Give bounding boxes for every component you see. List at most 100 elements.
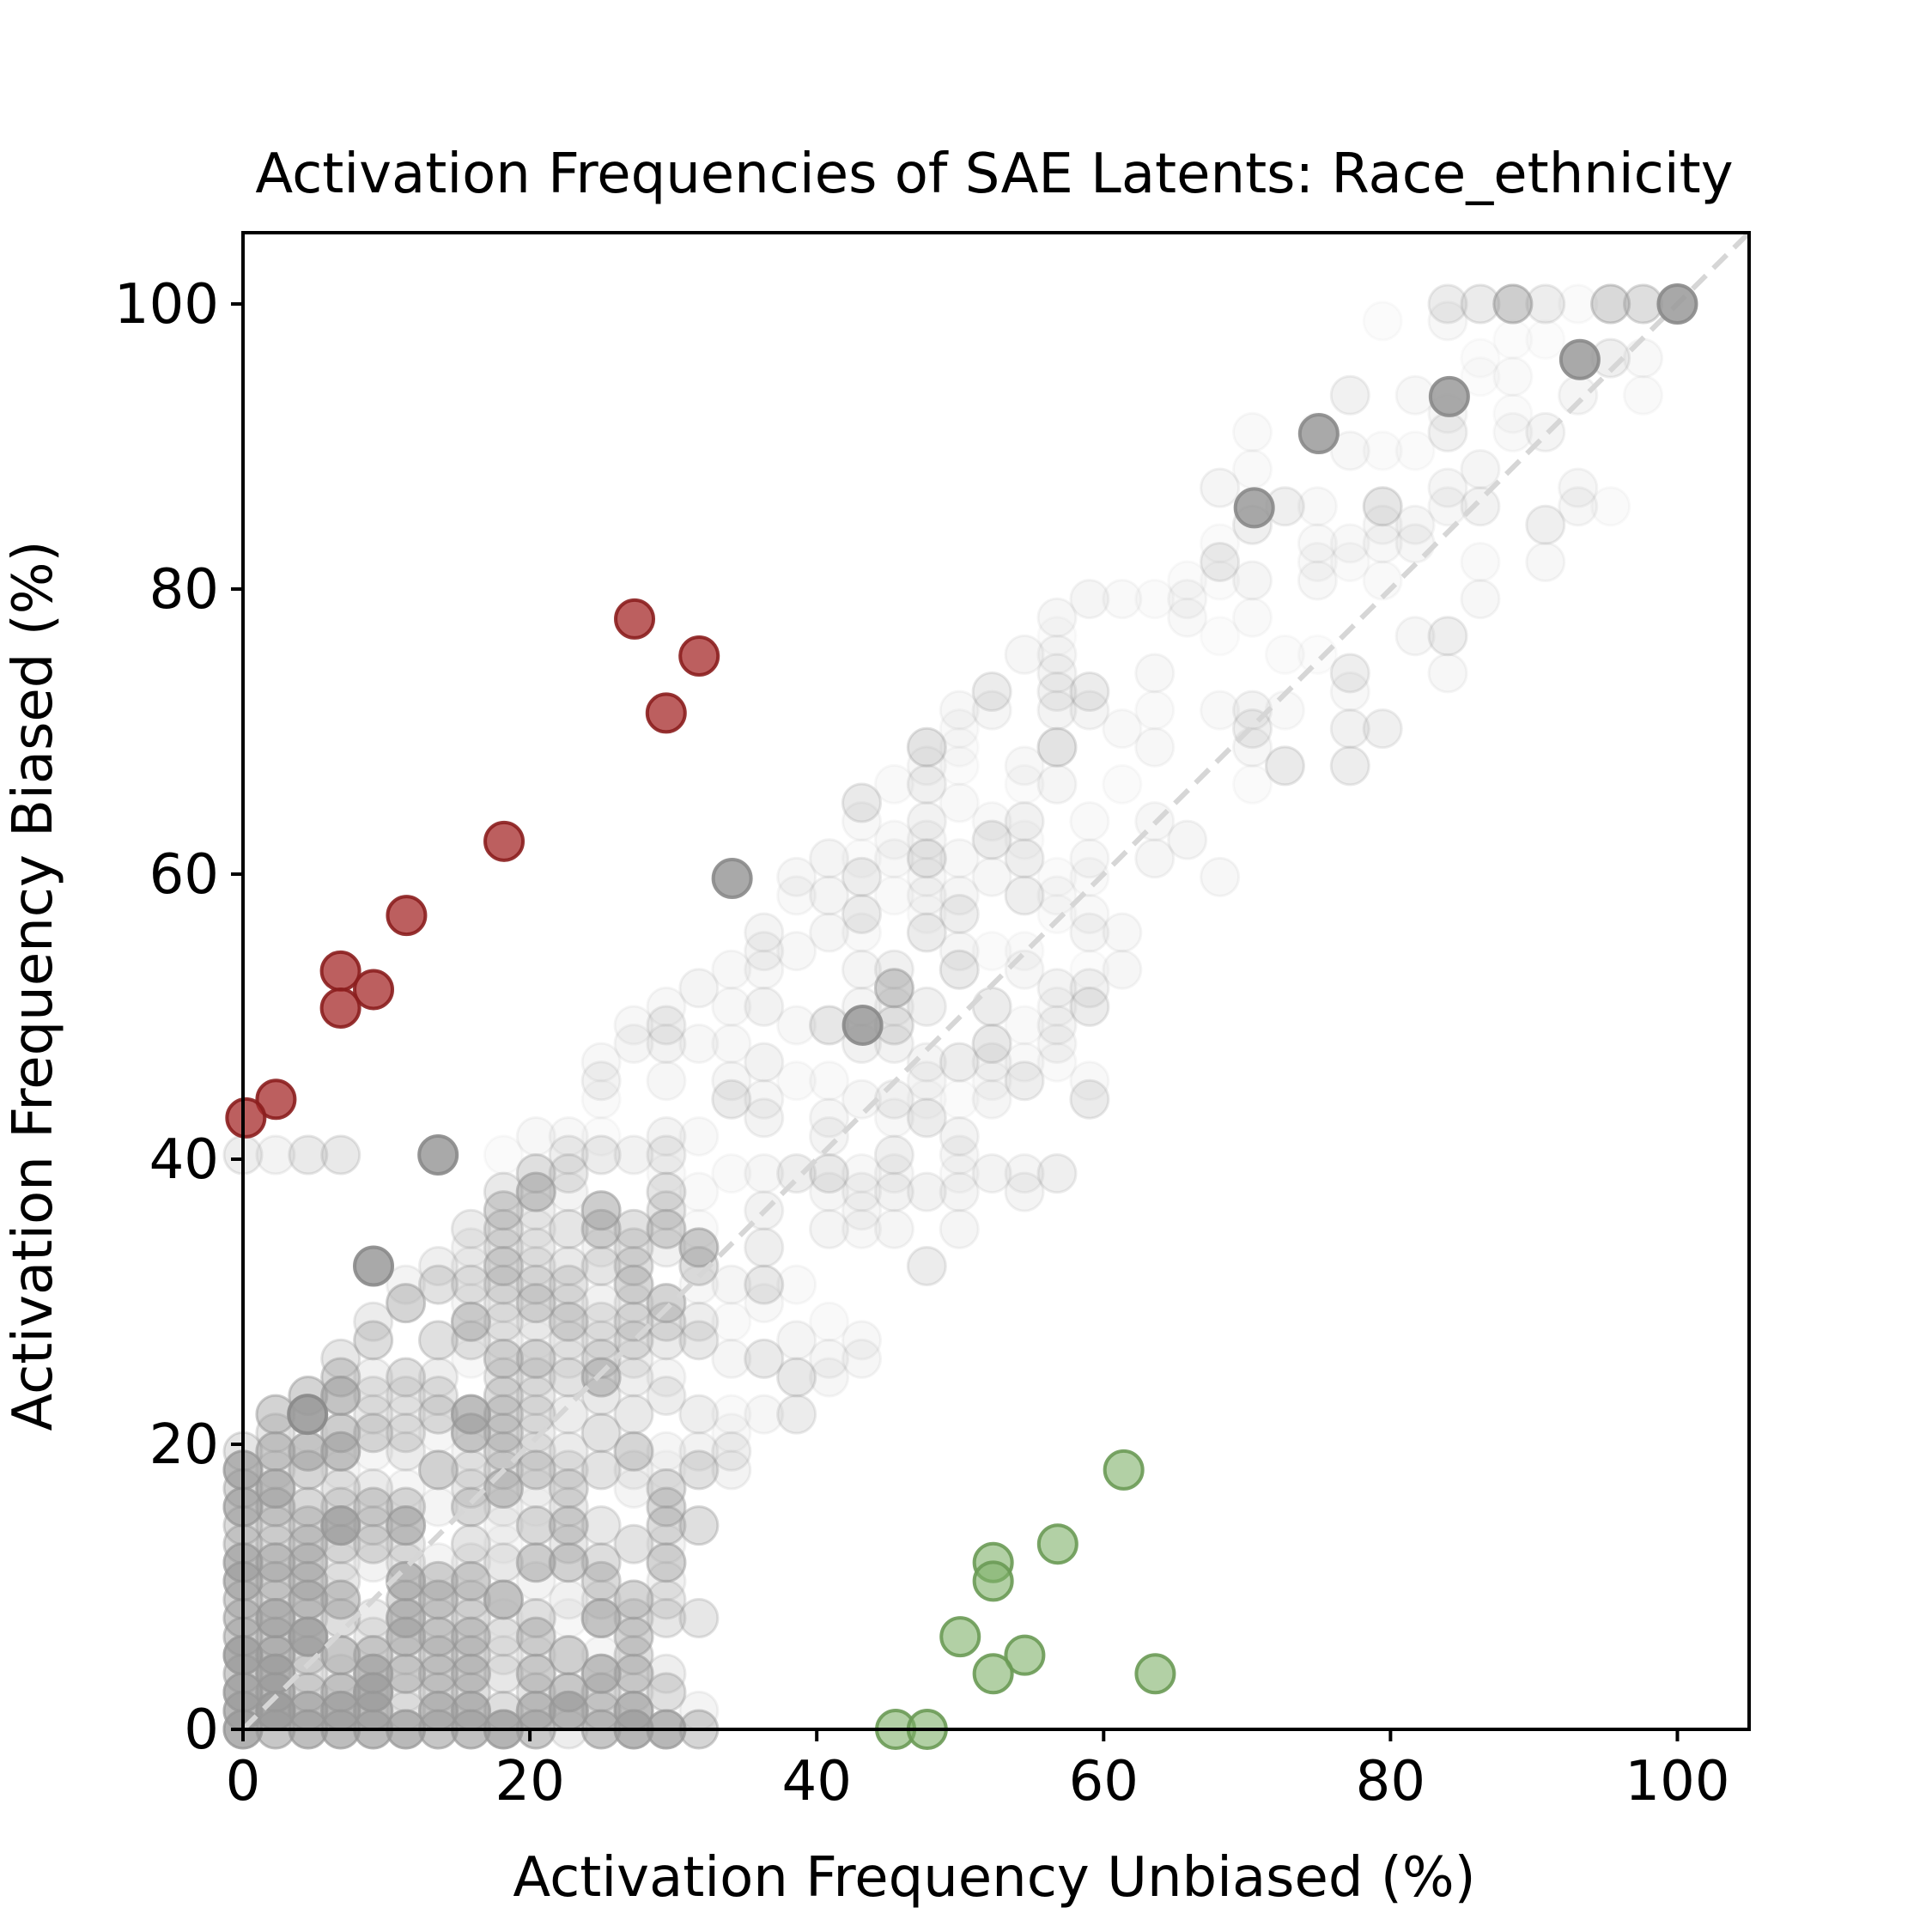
neutral-point (386, 1653, 427, 1694)
neutral-point (1394, 616, 1436, 657)
neutral-point (353, 1635, 394, 1676)
neutral-point (515, 1672, 556, 1713)
neutral-point (1004, 875, 1045, 916)
neutral-point (580, 1449, 622, 1491)
neutral-point (646, 1171, 687, 1212)
plot-frame (241, 231, 1751, 1731)
neutral-point (386, 1431, 427, 1472)
neutral-point (255, 1616, 296, 1657)
neutral-point (353, 1672, 394, 1713)
neutral-point (320, 1579, 361, 1620)
neutral-point (1394, 504, 1436, 545)
neutral-point (580, 1598, 622, 1639)
neutral-point (548, 1467, 589, 1509)
neutral-latent-point (1297, 413, 1340, 455)
neutral-point (939, 931, 980, 972)
neutral-point (450, 1227, 491, 1268)
neutral-point (873, 1153, 914, 1194)
neutral-point (483, 1376, 524, 1417)
neutral-point (548, 1394, 589, 1435)
neutral-point (580, 1208, 622, 1249)
neutral-point (320, 1653, 361, 1694)
neutral-point (483, 1376, 524, 1417)
neutral-point (776, 1153, 817, 1194)
neutral-point (1525, 283, 1566, 325)
neutral-point (1329, 745, 1370, 787)
neutral-point (353, 1616, 394, 1657)
neutral-point (548, 1338, 589, 1379)
neutral-point (288, 1560, 329, 1601)
neutral-point (320, 1672, 361, 1713)
neutral-point (873, 968, 914, 1009)
neutral-point (418, 1357, 459, 1398)
neutral-point (613, 1227, 654, 1268)
neutral-point (353, 1672, 394, 1713)
neutral-point (320, 1338, 361, 1379)
neutral-point (646, 1542, 687, 1583)
neutral-point (1069, 1078, 1110, 1120)
neutral-point (353, 1505, 394, 1546)
neutral-point (548, 1115, 589, 1157)
neutral-point (320, 1413, 361, 1454)
neutral-point (515, 1505, 556, 1546)
neutral-point (678, 1227, 720, 1268)
neutral-point (1492, 283, 1534, 325)
neutral-point (255, 1598, 296, 1639)
neutral-point (841, 949, 882, 990)
neutral-point (1036, 763, 1078, 805)
neutral-point (548, 1264, 589, 1305)
neutral-point (1558, 486, 1599, 527)
neutral-point (580, 1190, 622, 1231)
neutral-point (548, 1449, 589, 1491)
neutral-point (1362, 708, 1403, 750)
neutral-point (418, 1635, 459, 1676)
neutral-point (320, 1635, 361, 1676)
neutral-point (386, 1579, 427, 1620)
neutral-point (580, 1301, 622, 1342)
neutral-point (353, 1301, 394, 1342)
neutral-point (1069, 1060, 1110, 1102)
neutral-point (1427, 283, 1468, 325)
neutral-point (548, 1283, 589, 1324)
neutral-point (515, 1542, 556, 1583)
neutral-point (1069, 986, 1110, 1027)
neutral-point (255, 1449, 296, 1491)
neutral-point (515, 1208, 556, 1249)
neutral-point (1427, 653, 1468, 694)
neutral-point (744, 1153, 785, 1194)
neutral-point (515, 1672, 556, 1713)
neutral-point (548, 1357, 589, 1398)
neutral-point (1069, 838, 1110, 879)
neutral-point (613, 1431, 654, 1472)
neutral-point (353, 1635, 394, 1676)
neutral-point (580, 1190, 622, 1231)
neutral-point (711, 1431, 752, 1472)
neutral-point (1427, 486, 1468, 527)
neutral-point (255, 1598, 296, 1639)
unbiased-latent-point (1036, 1523, 1078, 1565)
neutral-point (255, 1579, 296, 1620)
neutral-point (580, 1115, 622, 1157)
unbiased-latent-point (972, 1653, 1014, 1695)
neutral-point (483, 1208, 524, 1249)
neutral-point (1167, 579, 1208, 620)
neutral-point (613, 1283, 654, 1324)
neutral-point (841, 856, 882, 897)
neutral-point (353, 1542, 394, 1583)
neutral-point (1004, 801, 1045, 842)
neutral-point (1200, 467, 1241, 508)
neutral-point (646, 1301, 687, 1342)
neutral-point (906, 1246, 947, 1286)
neutral-point (320, 1579, 361, 1620)
neutral-point (288, 1672, 329, 1713)
neutral-point (580, 1301, 622, 1342)
neutral-point (353, 1486, 394, 1528)
neutral-point (939, 1115, 980, 1157)
neutral-point (873, 968, 914, 1009)
neutral-point (255, 1653, 296, 1694)
neutral-point (613, 1264, 654, 1305)
neutral-point (646, 1171, 687, 1212)
neutral-point (1525, 283, 1566, 325)
neutral-point (744, 1227, 785, 1268)
neutral-point (483, 1579, 524, 1620)
